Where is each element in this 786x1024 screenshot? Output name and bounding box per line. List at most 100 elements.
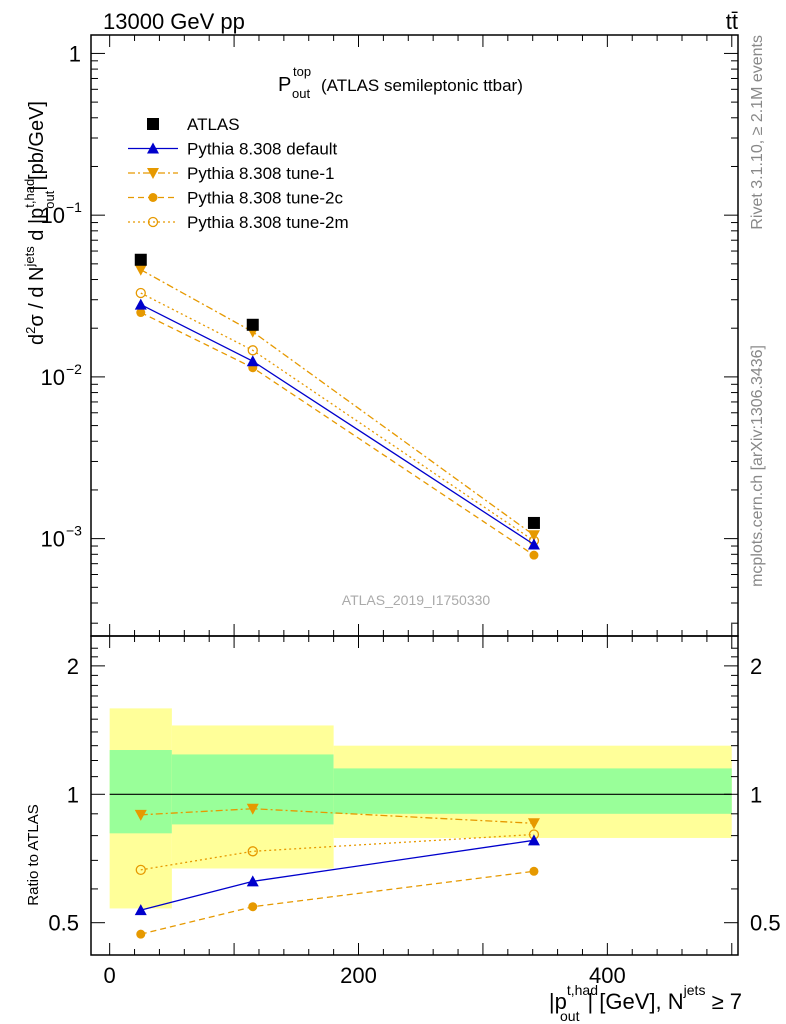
- chart-title: P top out (ATLAS semileptonic ttbar): [278, 64, 523, 101]
- upper-point-pythia-8-308-tune-2m-0: [135, 287, 146, 299]
- ylabel-part-a-sup: 2: [23, 327, 38, 334]
- y-tick-label: 1: [69, 41, 81, 66]
- x-tick-label: 200: [340, 963, 377, 988]
- legend-item-atlas: ATLAS: [147, 115, 240, 134]
- legend-item-pythia-8-308-tune-2c: Pythia 8.308 tune-2c: [128, 189, 343, 208]
- legend-item-pythia-8-308-tune-1: Pythia 8.308 tune-1: [128, 164, 334, 183]
- energy-label: 13000 GeV pp: [103, 9, 245, 34]
- ylabel-part-a: d: [26, 334, 48, 345]
- lower-point-pythia-8-308-default-0: [134, 904, 147, 916]
- legend-marker: [147, 142, 159, 154]
- lower-series-pythia-8-308-tune-1: [134, 803, 540, 830]
- y-tick-label: 10: [41, 365, 65, 390]
- lower-y-ticks: [91, 647, 738, 924]
- lower-point-pythia-8-308-tune-1-2: [527, 818, 540, 830]
- ylabel-part-b-sup: jets: [22, 246, 37, 268]
- xlabel-part-c: ≥ 7: [705, 989, 742, 1014]
- title-sup: top: [293, 64, 311, 79]
- upper-line-pythia-8-308-tune-2c: [140, 311, 535, 556]
- ylabel-part-c: d |p: [26, 208, 48, 247]
- upper-point-atlas-1: [246, 318, 259, 331]
- x-tick-label: 0: [104, 963, 116, 988]
- lower-ylabel: Ratio to ATLAS: [25, 804, 42, 905]
- upper-series-pythia-8-308-default: [134, 298, 540, 550]
- title-main: P: [278, 74, 291, 96]
- upper-point-pythia-8-308-default-2: [527, 538, 540, 550]
- lower-point-pythia-8-308-default-2: [527, 834, 540, 846]
- xlabel-part-b: | [GeV], N: [587, 989, 683, 1014]
- process-label: tt̄: [726, 9, 738, 34]
- upper-point-pythia-8-308-tune-2c-0: [136, 308, 146, 318]
- legend: ATLAS Pythia 8.308 default Pythia 8.308 tu…: [128, 115, 349, 232]
- y-tick-label: 10: [41, 527, 65, 552]
- rivet-label: Rivet 3.1.10, ≥ 2.1M events: [749, 35, 766, 230]
- upper-point-pythia-8-308-default-0: [134, 298, 147, 310]
- lower-line-pythia-8-308-tune-2m: [140, 833, 534, 871]
- lower-point-pythia-8-308-tune-2c-2: [529, 866, 539, 876]
- lower-point-pythia-8-308-tune-2c-1: [248, 902, 258, 912]
- legend-marker: [148, 193, 158, 202]
- title-sub: out: [292, 86, 310, 101]
- title-rest: (ATLAS semileptonic ttbar): [321, 76, 523, 95]
- ylabel-part-d: | [pb/GeV]: [26, 101, 48, 191]
- band-inner-2: [333, 768, 732, 814]
- lower-point-pythia-8-308-tune-2m-0: [135, 864, 146, 876]
- legend-label: Pythia 8.308 tune-2c: [187, 189, 343, 208]
- y-tick-label-left: 1: [67, 782, 79, 807]
- lower-series-pythia-8-308-tune-2c: [136, 866, 539, 939]
- mcplots-label: mcplots.cern.ch [arXiv:1306.3436]: [749, 345, 766, 587]
- y-tick-label-left: 0.5: [48, 911, 79, 936]
- upper-point-pythia-8-308-default-1: [246, 355, 259, 367]
- lower-line-pythia-8-308-tune-2c: [140, 870, 535, 935]
- legend-marker: [147, 216, 159, 228]
- upper-line-pythia-8-308-tune-1: [140, 269, 535, 536]
- ylabel-part-b: σ / d N: [26, 267, 48, 327]
- legend-label: Pythia 8.308 tune-1: [187, 164, 334, 183]
- upper-point-atlas-0: [134, 253, 147, 266]
- y-tick-label-right: 2: [750, 654, 762, 679]
- xlabel-part-a-sup: t,had: [567, 982, 598, 998]
- xlabel-part-b-sup: jets: [683, 982, 706, 998]
- legend-marker: [147, 168, 159, 179]
- ylabel-part-c-sub: out: [42, 190, 57, 208]
- lower-frame: [90, 635, 739, 956]
- ylabel-part-c-sup: t,had: [22, 179, 37, 208]
- y-tick-label-right: 0.5: [750, 911, 781, 936]
- upper-point-pythia-8-308-tune-2m-1: [247, 345, 258, 356]
- y-tick-exponent: −1: [66, 199, 82, 215]
- upper-point-atlas-2: [527, 516, 540, 529]
- legend-item-pythia-8-308-default: Pythia 8.308 default: [128, 140, 338, 159]
- legend-label: Pythia 8.308 default: [187, 140, 338, 159]
- lower-point-pythia-8-308-tune-2m-1: [247, 846, 258, 857]
- xlabel-part-a: |p: [549, 989, 567, 1014]
- upper-line-pythia-8-308-default: [140, 303, 535, 546]
- x-axis-ticks: [109, 35, 733, 955]
- upper-series-atlas: [134, 253, 540, 529]
- y-tick-exponent: −2: [66, 361, 82, 377]
- legend-label: Pythia 8.308 tune-2m: [187, 213, 349, 232]
- upper-ylabel: d2σ / d Njets d |pt,had out| [pb/GeV]: [22, 101, 57, 345]
- ratio-uncertainty-bands: [109, 708, 732, 909]
- legend-marker: [147, 118, 159, 130]
- upper-point-pythia-8-308-tune-1-2: [527, 530, 540, 542]
- y-tick-label-left: 2: [67, 654, 79, 679]
- lower-point-pythia-8-308-tune-2c-0: [136, 929, 146, 939]
- y-tick-label-right: 1: [750, 782, 762, 807]
- x-tick-label: 400: [589, 963, 626, 988]
- y-tick-exponent: −3: [66, 523, 82, 539]
- lower-series-pythia-8-308-default: [134, 834, 540, 916]
- lower-point-pythia-8-308-tune-1-1: [246, 803, 259, 815]
- lower-point-pythia-8-308-tune-1-0: [134, 809, 147, 821]
- xlabel: |pt,had out | [GeV], Njets ≥ 7: [549, 982, 742, 1024]
- upper-y-ticks: [91, 52, 738, 624]
- upper-series-pythia-8-308-tune-2c: [136, 308, 539, 560]
- lower-point-pythia-8-308-default-1: [246, 875, 259, 887]
- upper-line-pythia-8-308-tune-2m: [140, 292, 535, 542]
- xlabel-part-a-sub: out: [560, 1008, 580, 1024]
- upper-point-pythia-8-308-tune-2c-2: [529, 550, 539, 560]
- upper-point-pythia-8-308-tune-1-0: [134, 264, 147, 276]
- analysis-id: ATLAS_2019_I1750330: [342, 592, 491, 608]
- legend-item-pythia-8-308-tune-2m: Pythia 8.308 tune-2m: [128, 213, 349, 232]
- upper-series-pythia-8-308-tune-1: [134, 264, 540, 542]
